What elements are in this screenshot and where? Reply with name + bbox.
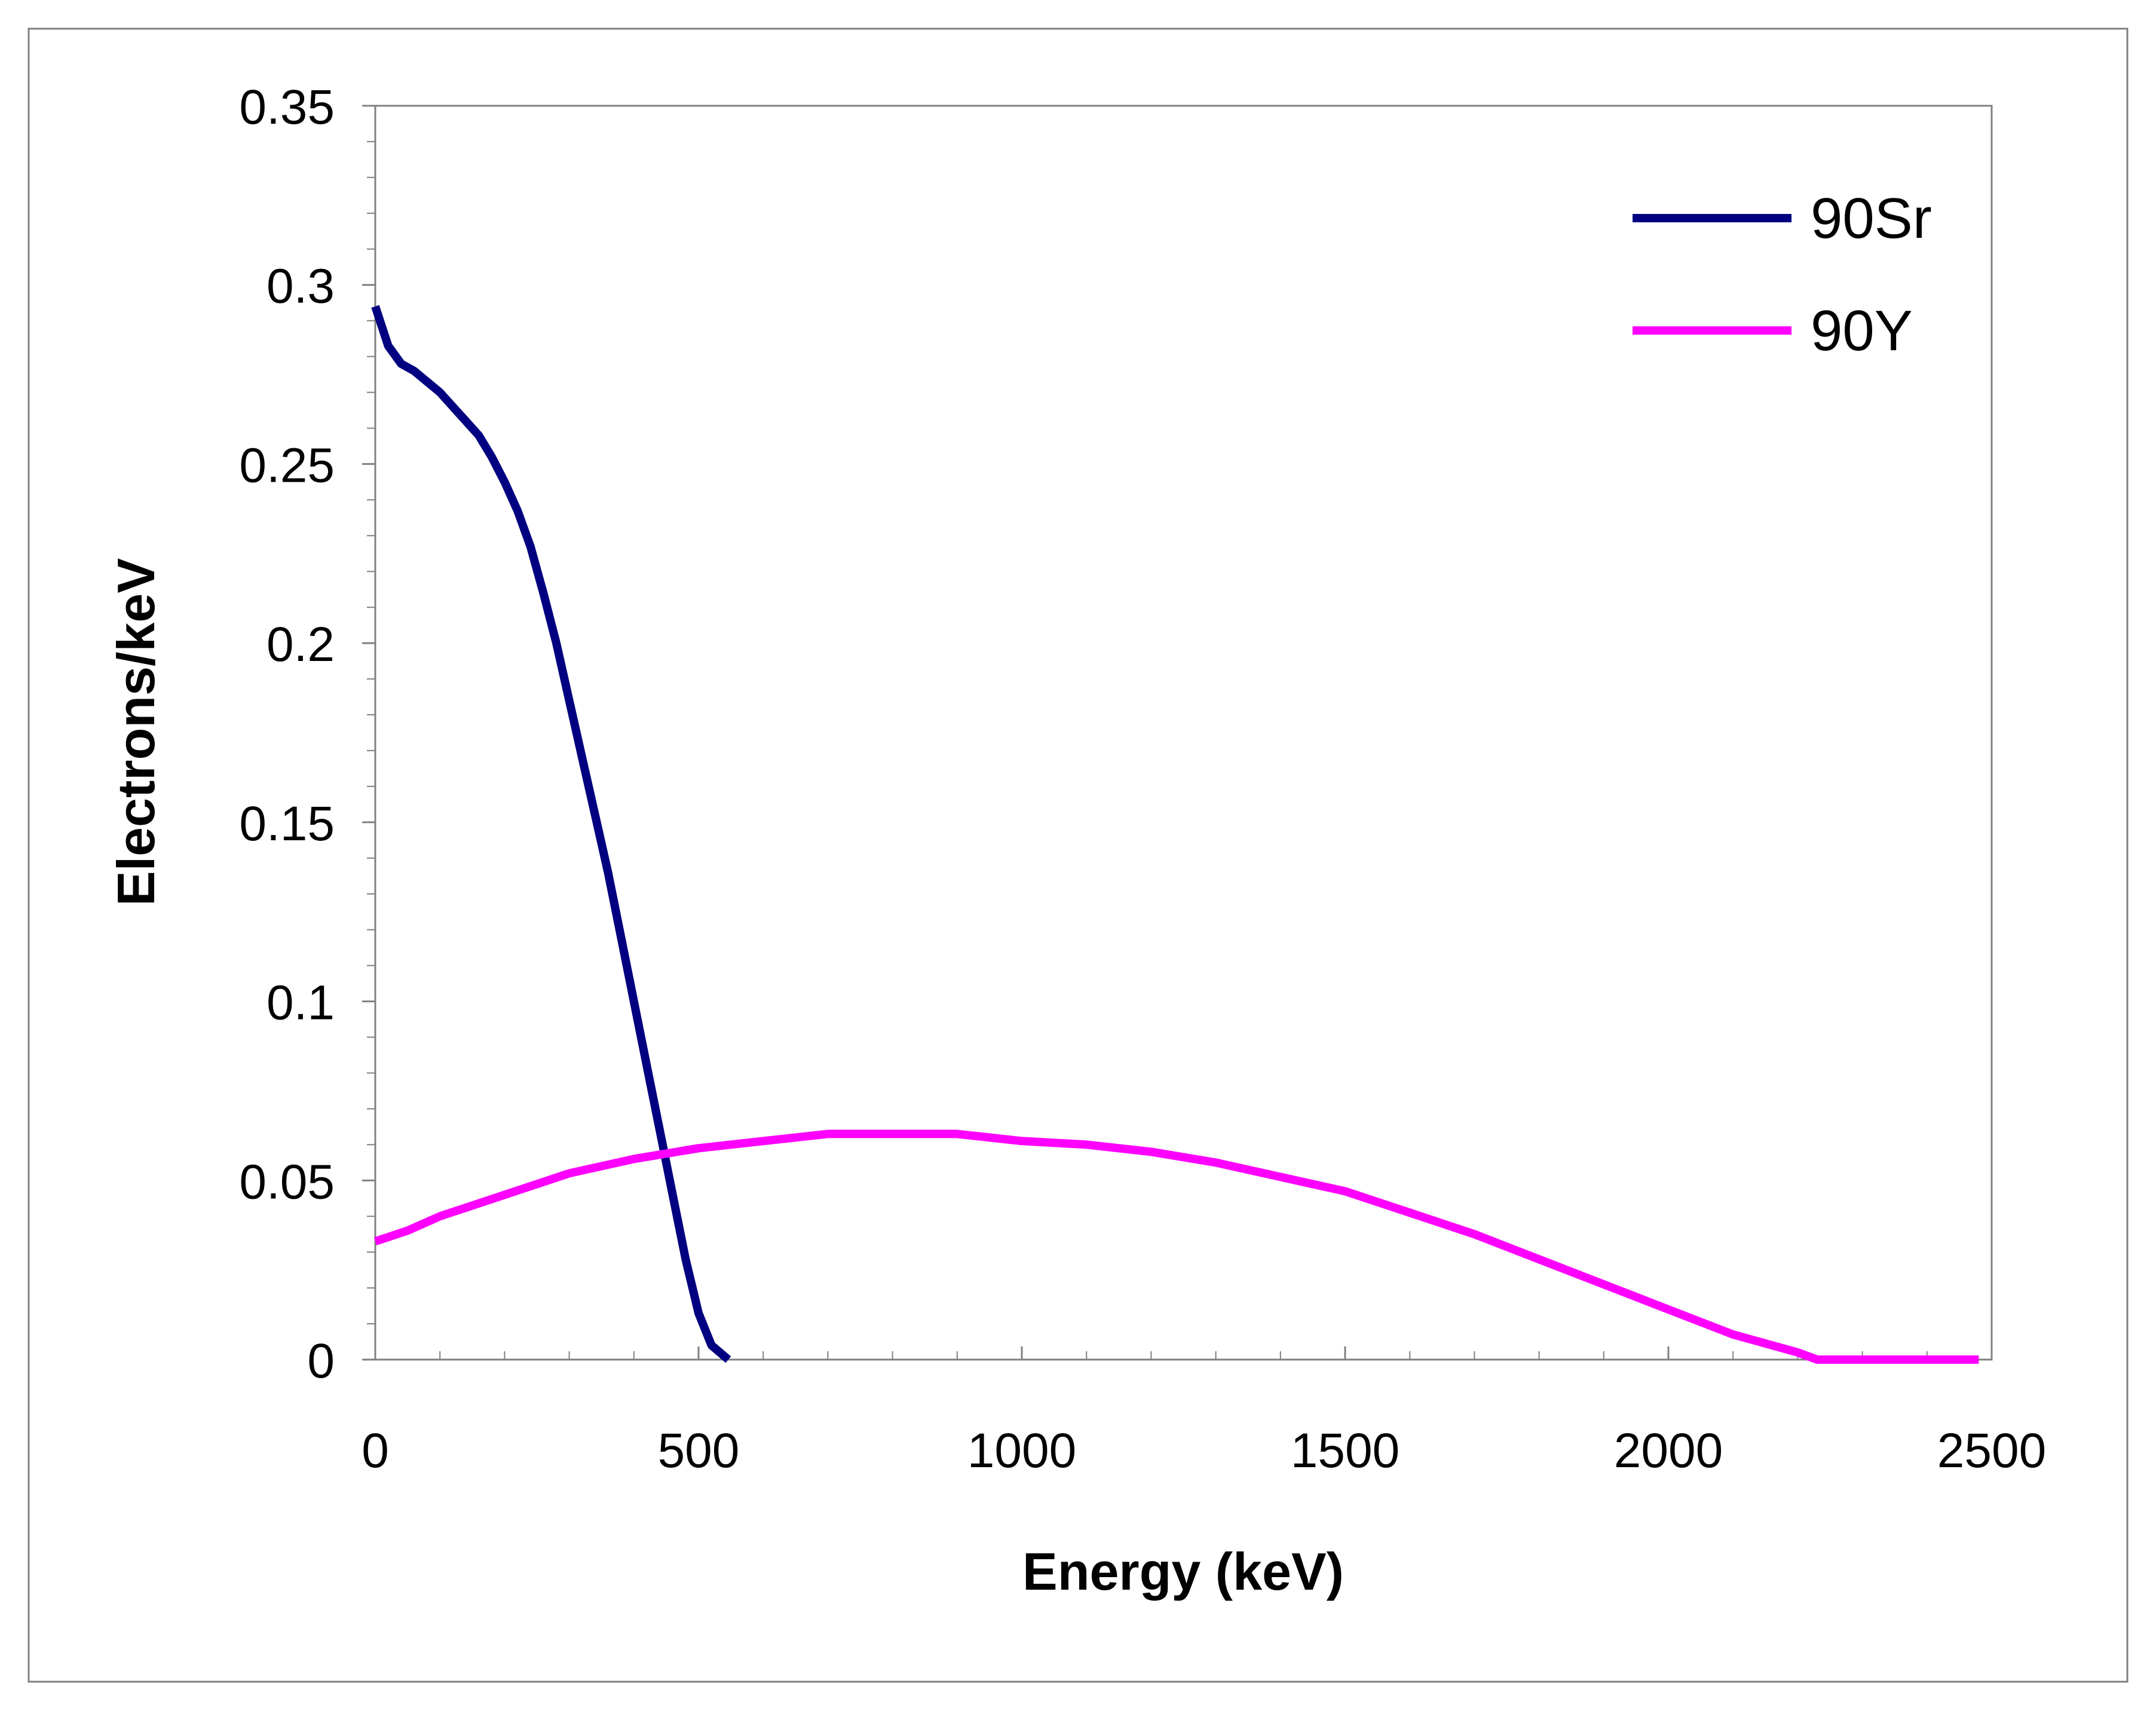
x-tick-label: 2000 [1614,1424,1723,1478]
series-line-90y [373,1130,1979,1364]
series-line-90sr [371,305,731,1363]
legend: 90Sr 90Y [1633,186,1932,363]
y-tick-label: 0.35 [239,80,335,134]
y-tick-label: 0 [307,1334,335,1388]
legend-label-90y: 90Y [1811,299,1913,363]
x-tick-label: 0 [362,1424,389,1478]
legend-label-90sr: 90Sr [1811,186,1932,250]
y-tick-label: 0.25 [239,438,335,492]
plot-area [374,105,1993,1361]
x-tick-label: 1000 [967,1424,1076,1478]
y-axis-title: Electrons/keV [106,558,166,906]
y-tick-label: 0.15 [239,797,335,851]
y-axis-ticks: 0 0.05 0.1 0.15 0.2 0.25 0.3 0.35 [239,80,375,1388]
x-axis-title: Energy (keV) [1022,1542,1344,1601]
y-tick-label: 0.3 [267,259,335,314]
x-tick-label: 2500 [1937,1424,2046,1478]
x-tick-label: 1500 [1291,1424,1399,1478]
x-axis-ticks: 0 500 1000 1500 2000 2500 [362,1346,2046,1478]
y-tick-label: 0.05 [239,1155,335,1209]
x-tick-label: 500 [658,1424,740,1478]
series-layer [371,305,1979,1364]
y-tick-label: 0.2 [267,617,335,672]
y-tick-label: 0.1 [267,976,335,1030]
